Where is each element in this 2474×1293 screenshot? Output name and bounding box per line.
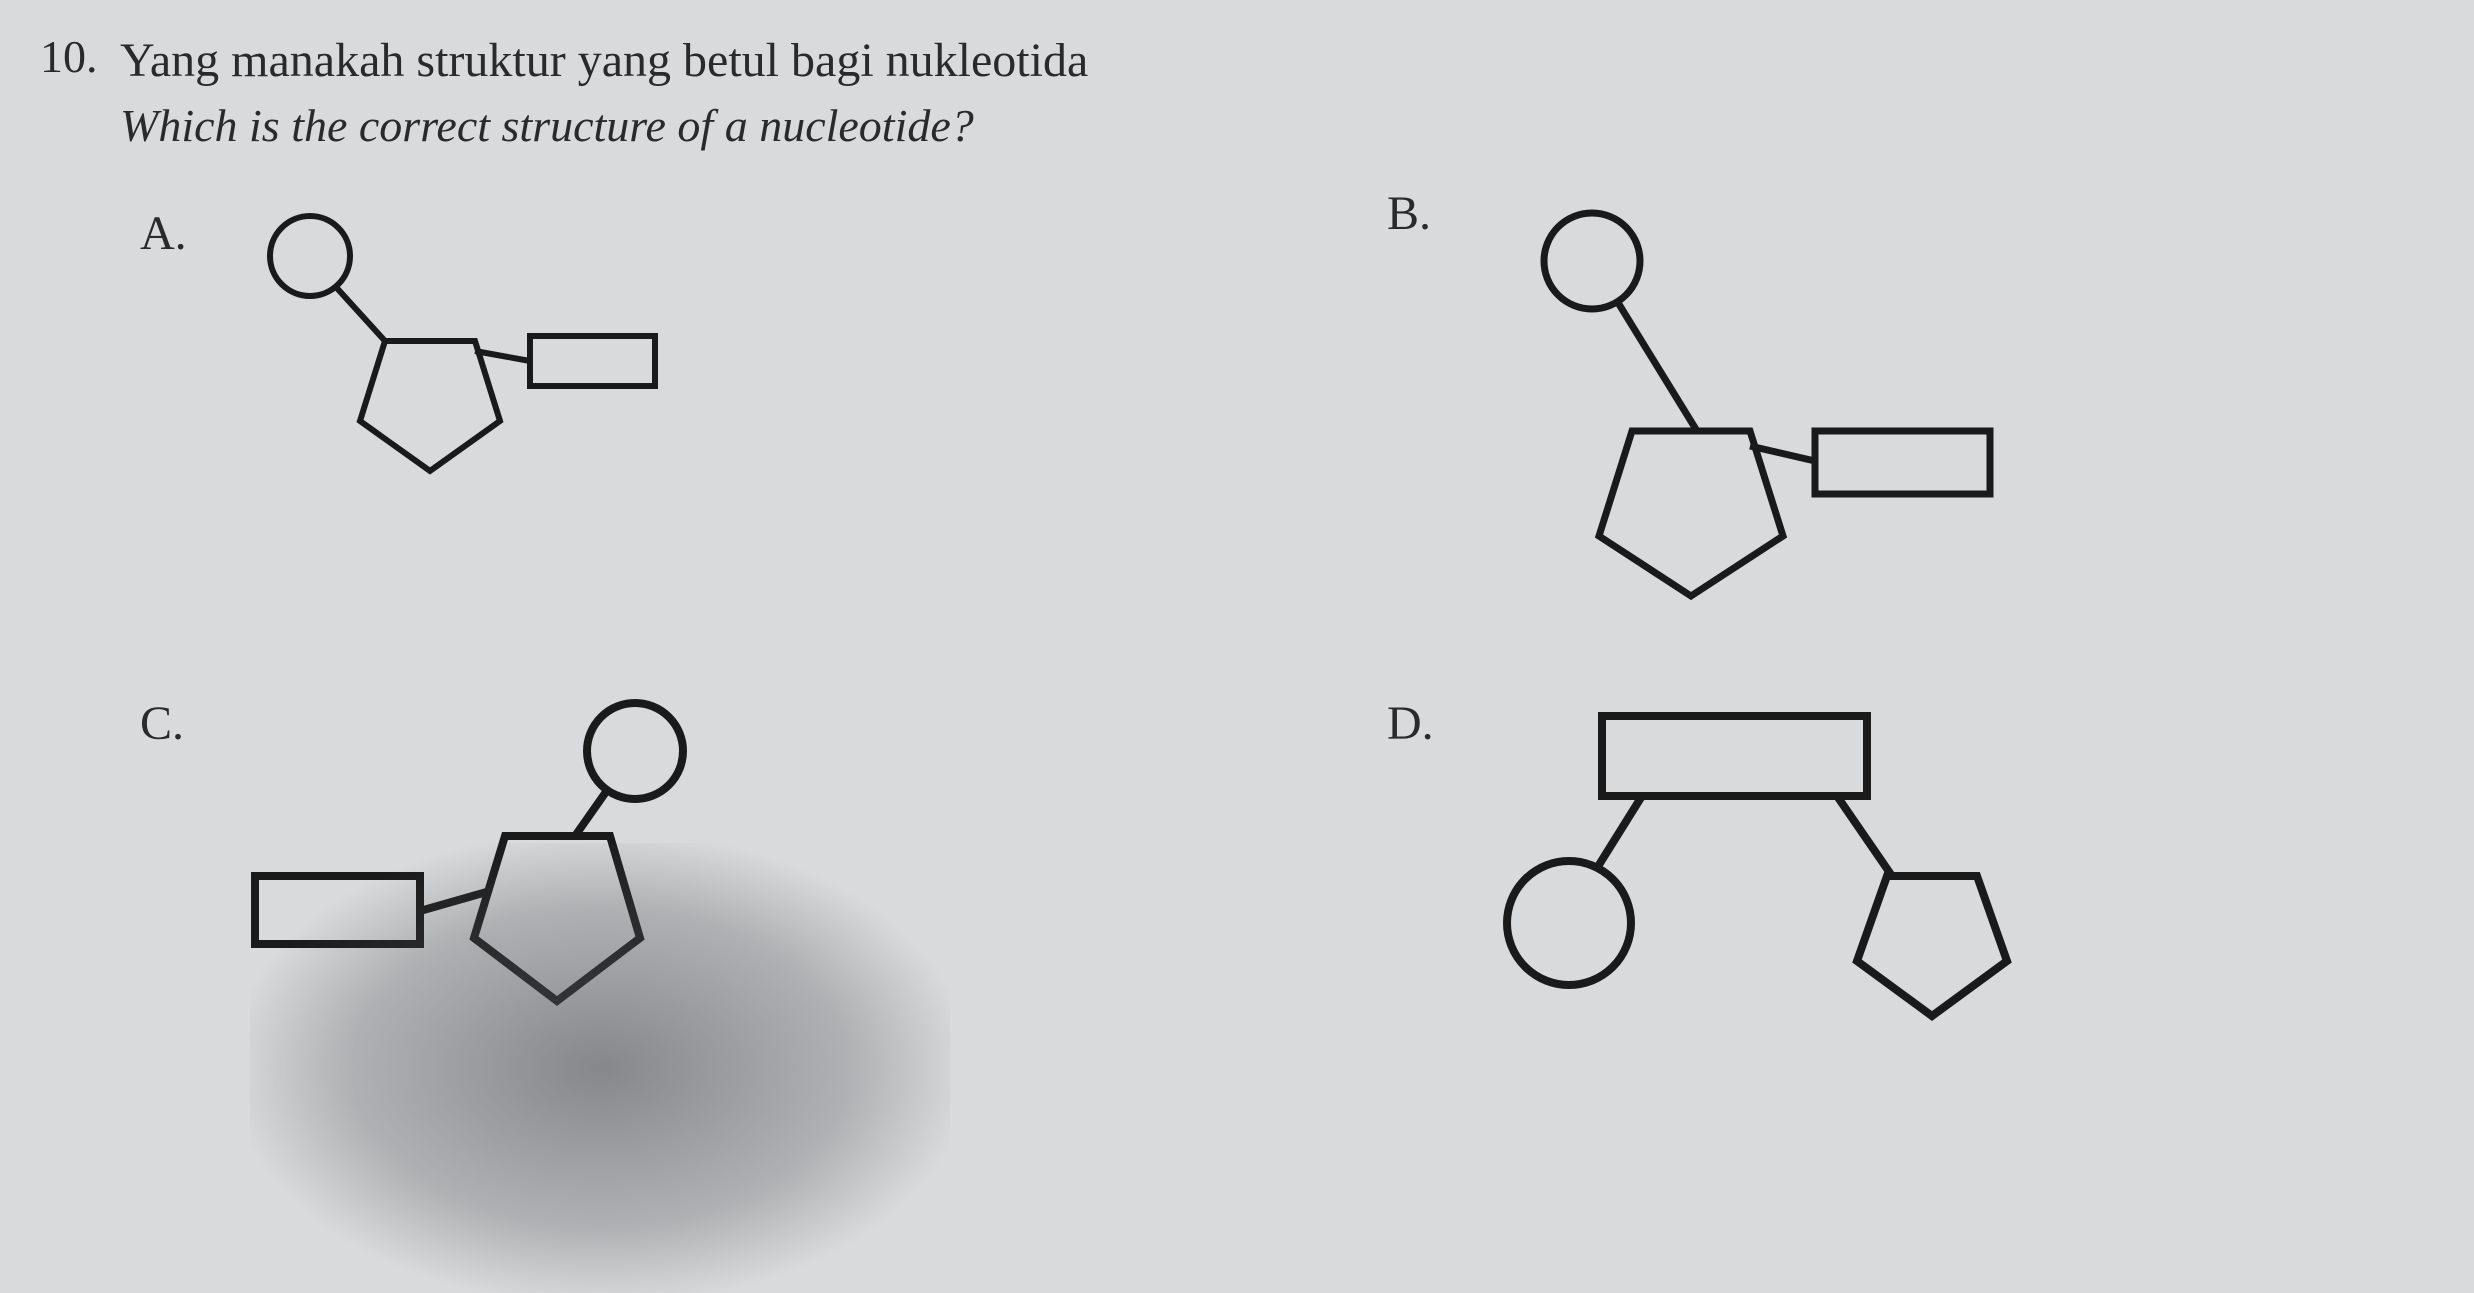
option-d[interactable]: D.	[1287, 696, 2434, 1036]
question-number: 10.	[40, 30, 100, 83]
option-a-diagram	[240, 206, 670, 486]
nucleotide-diagram-a	[240, 206, 670, 486]
question-text-block: Yang manakah struktur yang betul bagi nu…	[120, 30, 2434, 156]
nucleotide-diagram-c	[240, 696, 700, 1016]
option-b[interactable]: B.	[1287, 206, 2434, 606]
nucleotide-diagram-d	[1487, 696, 2027, 1036]
nucleotide-diagram-b	[1487, 206, 2007, 606]
question-block: 10. Yang manakah struktur yang betul bag…	[40, 30, 2434, 156]
option-b-diagram	[1487, 206, 2007, 606]
option-a-label: A.	[140, 206, 190, 261]
option-b-label: B.	[1387, 186, 1437, 241]
option-d-label: D.	[1387, 696, 1437, 751]
question-primary-text: Yang manakah struktur yang betul bagi nu…	[120, 30, 2434, 92]
option-c[interactable]: C.	[140, 696, 1287, 1036]
question-secondary-text: Which is the correct structure of a nucl…	[120, 96, 2434, 156]
option-c-diagram	[240, 696, 700, 1016]
option-c-label: C.	[140, 696, 190, 751]
option-a[interactable]: A.	[140, 206, 1287, 606]
option-d-diagram	[1487, 696, 2027, 1036]
options-grid: A. B. C. D.	[40, 206, 2434, 1036]
